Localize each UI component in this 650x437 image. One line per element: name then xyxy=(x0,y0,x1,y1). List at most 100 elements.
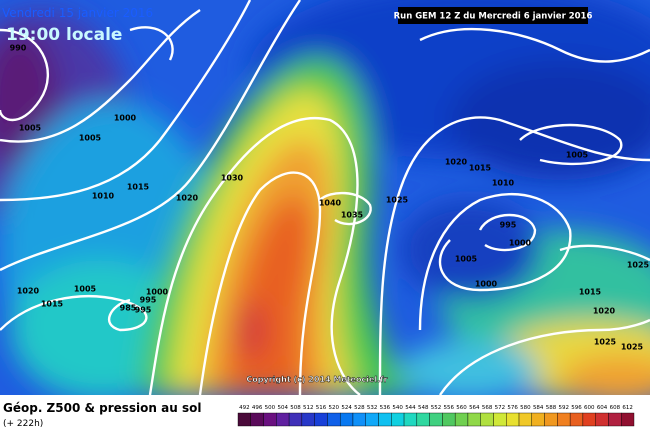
legend-swatch xyxy=(403,412,418,427)
legend-swatch xyxy=(301,412,315,427)
isobar-label: 1025 xyxy=(621,343,644,352)
legend-swatch xyxy=(506,412,520,427)
run: Run GEM 12 Z du Mercredi 6 janvier 2016 xyxy=(394,12,593,22)
legend-label: 584 xyxy=(533,405,544,411)
isobar-label: 1030 xyxy=(221,174,244,183)
legend-swatch xyxy=(276,412,290,427)
legend-label: 496 xyxy=(252,405,263,411)
isobar-label: 1020 xyxy=(593,307,616,316)
isobar-label: 1040 xyxy=(319,199,342,208)
legend-swatch xyxy=(365,412,379,427)
legend-swatch xyxy=(531,412,545,427)
legend-swatch xyxy=(557,412,571,427)
legend-label: 536 xyxy=(380,405,391,411)
legend-swatch xyxy=(250,412,264,427)
isobar-label: 1010 xyxy=(92,192,115,201)
legend-label: 608 xyxy=(610,405,621,411)
footer-title: Géop. Z500 & pression au sol xyxy=(3,401,201,415)
footer-lead: (+ 222h) xyxy=(3,419,43,429)
legend-swatch xyxy=(454,412,469,427)
legend-label: 568 xyxy=(482,405,493,411)
legend-swatch xyxy=(595,412,609,427)
legend-label: 556 xyxy=(444,405,455,411)
legend-label: 548 xyxy=(418,405,429,411)
isobar-label: 1000 xyxy=(146,288,169,297)
isobar-label: 1005 xyxy=(19,124,42,133)
isobar-label: 1020 xyxy=(176,194,199,203)
date: Vendredi 15 janvier 2016 xyxy=(2,6,153,20)
legend-label: 600 xyxy=(584,405,595,411)
isobar-label: 1025 xyxy=(386,196,409,205)
legend-swatch xyxy=(314,412,328,427)
legend-label: 516 xyxy=(316,405,327,411)
legend-label: 544 xyxy=(405,405,416,411)
isobar-label: 1015 xyxy=(469,164,492,173)
isobar-label: 1005 xyxy=(74,285,97,294)
legend-label: 592 xyxy=(558,405,569,411)
legend-swatch xyxy=(480,412,494,427)
legend-swatch xyxy=(327,412,341,427)
legend-label: 588 xyxy=(546,405,557,411)
isobar-label: 1005 xyxy=(79,134,102,143)
isobar-label: 1035 xyxy=(341,211,364,220)
legend-label: 540 xyxy=(392,405,403,411)
legend-label: 504 xyxy=(277,405,288,411)
legend-label: 596 xyxy=(571,405,582,411)
isobar-label: 1000 xyxy=(475,280,498,289)
isobar-label: 1020 xyxy=(17,287,40,296)
isobar-label: 1025 xyxy=(627,261,650,270)
time: 19:00 locale xyxy=(6,25,122,45)
colorbar: 492 496 500 504 508 512 516 520 524 528 532 536 540 5… xyxy=(237,405,635,427)
legend-label: 576 xyxy=(507,405,518,411)
legend-swatch xyxy=(544,412,558,427)
isobar-label: 995 xyxy=(140,296,157,305)
legend-label: 520 xyxy=(329,405,340,411)
legend-swatch xyxy=(352,412,366,427)
legend-label: 532 xyxy=(367,405,378,411)
legend-label: 612 xyxy=(622,405,633,411)
isobar-label: 1000 xyxy=(114,114,137,123)
legend-swatch xyxy=(263,412,277,427)
legend-label: 560 xyxy=(456,405,467,411)
legend-swatch xyxy=(339,412,354,427)
legend-swatch xyxy=(493,412,507,427)
legend-label: 512 xyxy=(303,405,314,411)
isobar-label: 1000 xyxy=(509,239,532,248)
legend-label: 500 xyxy=(265,405,276,411)
legend-label: 572 xyxy=(495,405,506,411)
legend-label: 580 xyxy=(520,405,531,411)
isobar-label: 1020 xyxy=(445,158,468,167)
isobar-label: 990 xyxy=(10,44,27,53)
isobars xyxy=(0,0,650,395)
legend-swatch xyxy=(288,412,303,427)
legend-swatch xyxy=(429,412,443,427)
legend-swatch xyxy=(237,412,251,427)
legend-swatch xyxy=(467,412,481,427)
isobar-label: 985 xyxy=(120,304,137,313)
isobar-label: 1005 xyxy=(566,151,589,160)
legend-swatch xyxy=(416,412,430,427)
legend-swatch xyxy=(518,412,533,427)
legend-label: 552 xyxy=(431,405,442,411)
legend-swatch xyxy=(608,412,622,427)
legend-swatch xyxy=(569,412,584,427)
legend-label: 564 xyxy=(469,405,480,411)
legend-label: 508 xyxy=(290,405,301,411)
isobar-label: 1015 xyxy=(41,300,64,309)
legend-label: 604 xyxy=(597,405,608,411)
isobar-label: 1010 xyxy=(492,179,515,188)
legend-swatch xyxy=(378,412,392,427)
legend-swatch xyxy=(582,412,596,427)
legend-label: 524 xyxy=(341,405,352,411)
run-box xyxy=(398,7,588,24)
isobar-label: 995 xyxy=(135,306,152,315)
copyright: Copyright (c) 2014 Meteociel.fr xyxy=(246,375,387,384)
legend-label: 492 xyxy=(239,405,250,411)
legend-swatch xyxy=(391,412,405,427)
isobar-label: 995 xyxy=(500,221,517,230)
legend-label: 528 xyxy=(354,405,365,411)
isobar-label: 1005 xyxy=(455,255,478,264)
